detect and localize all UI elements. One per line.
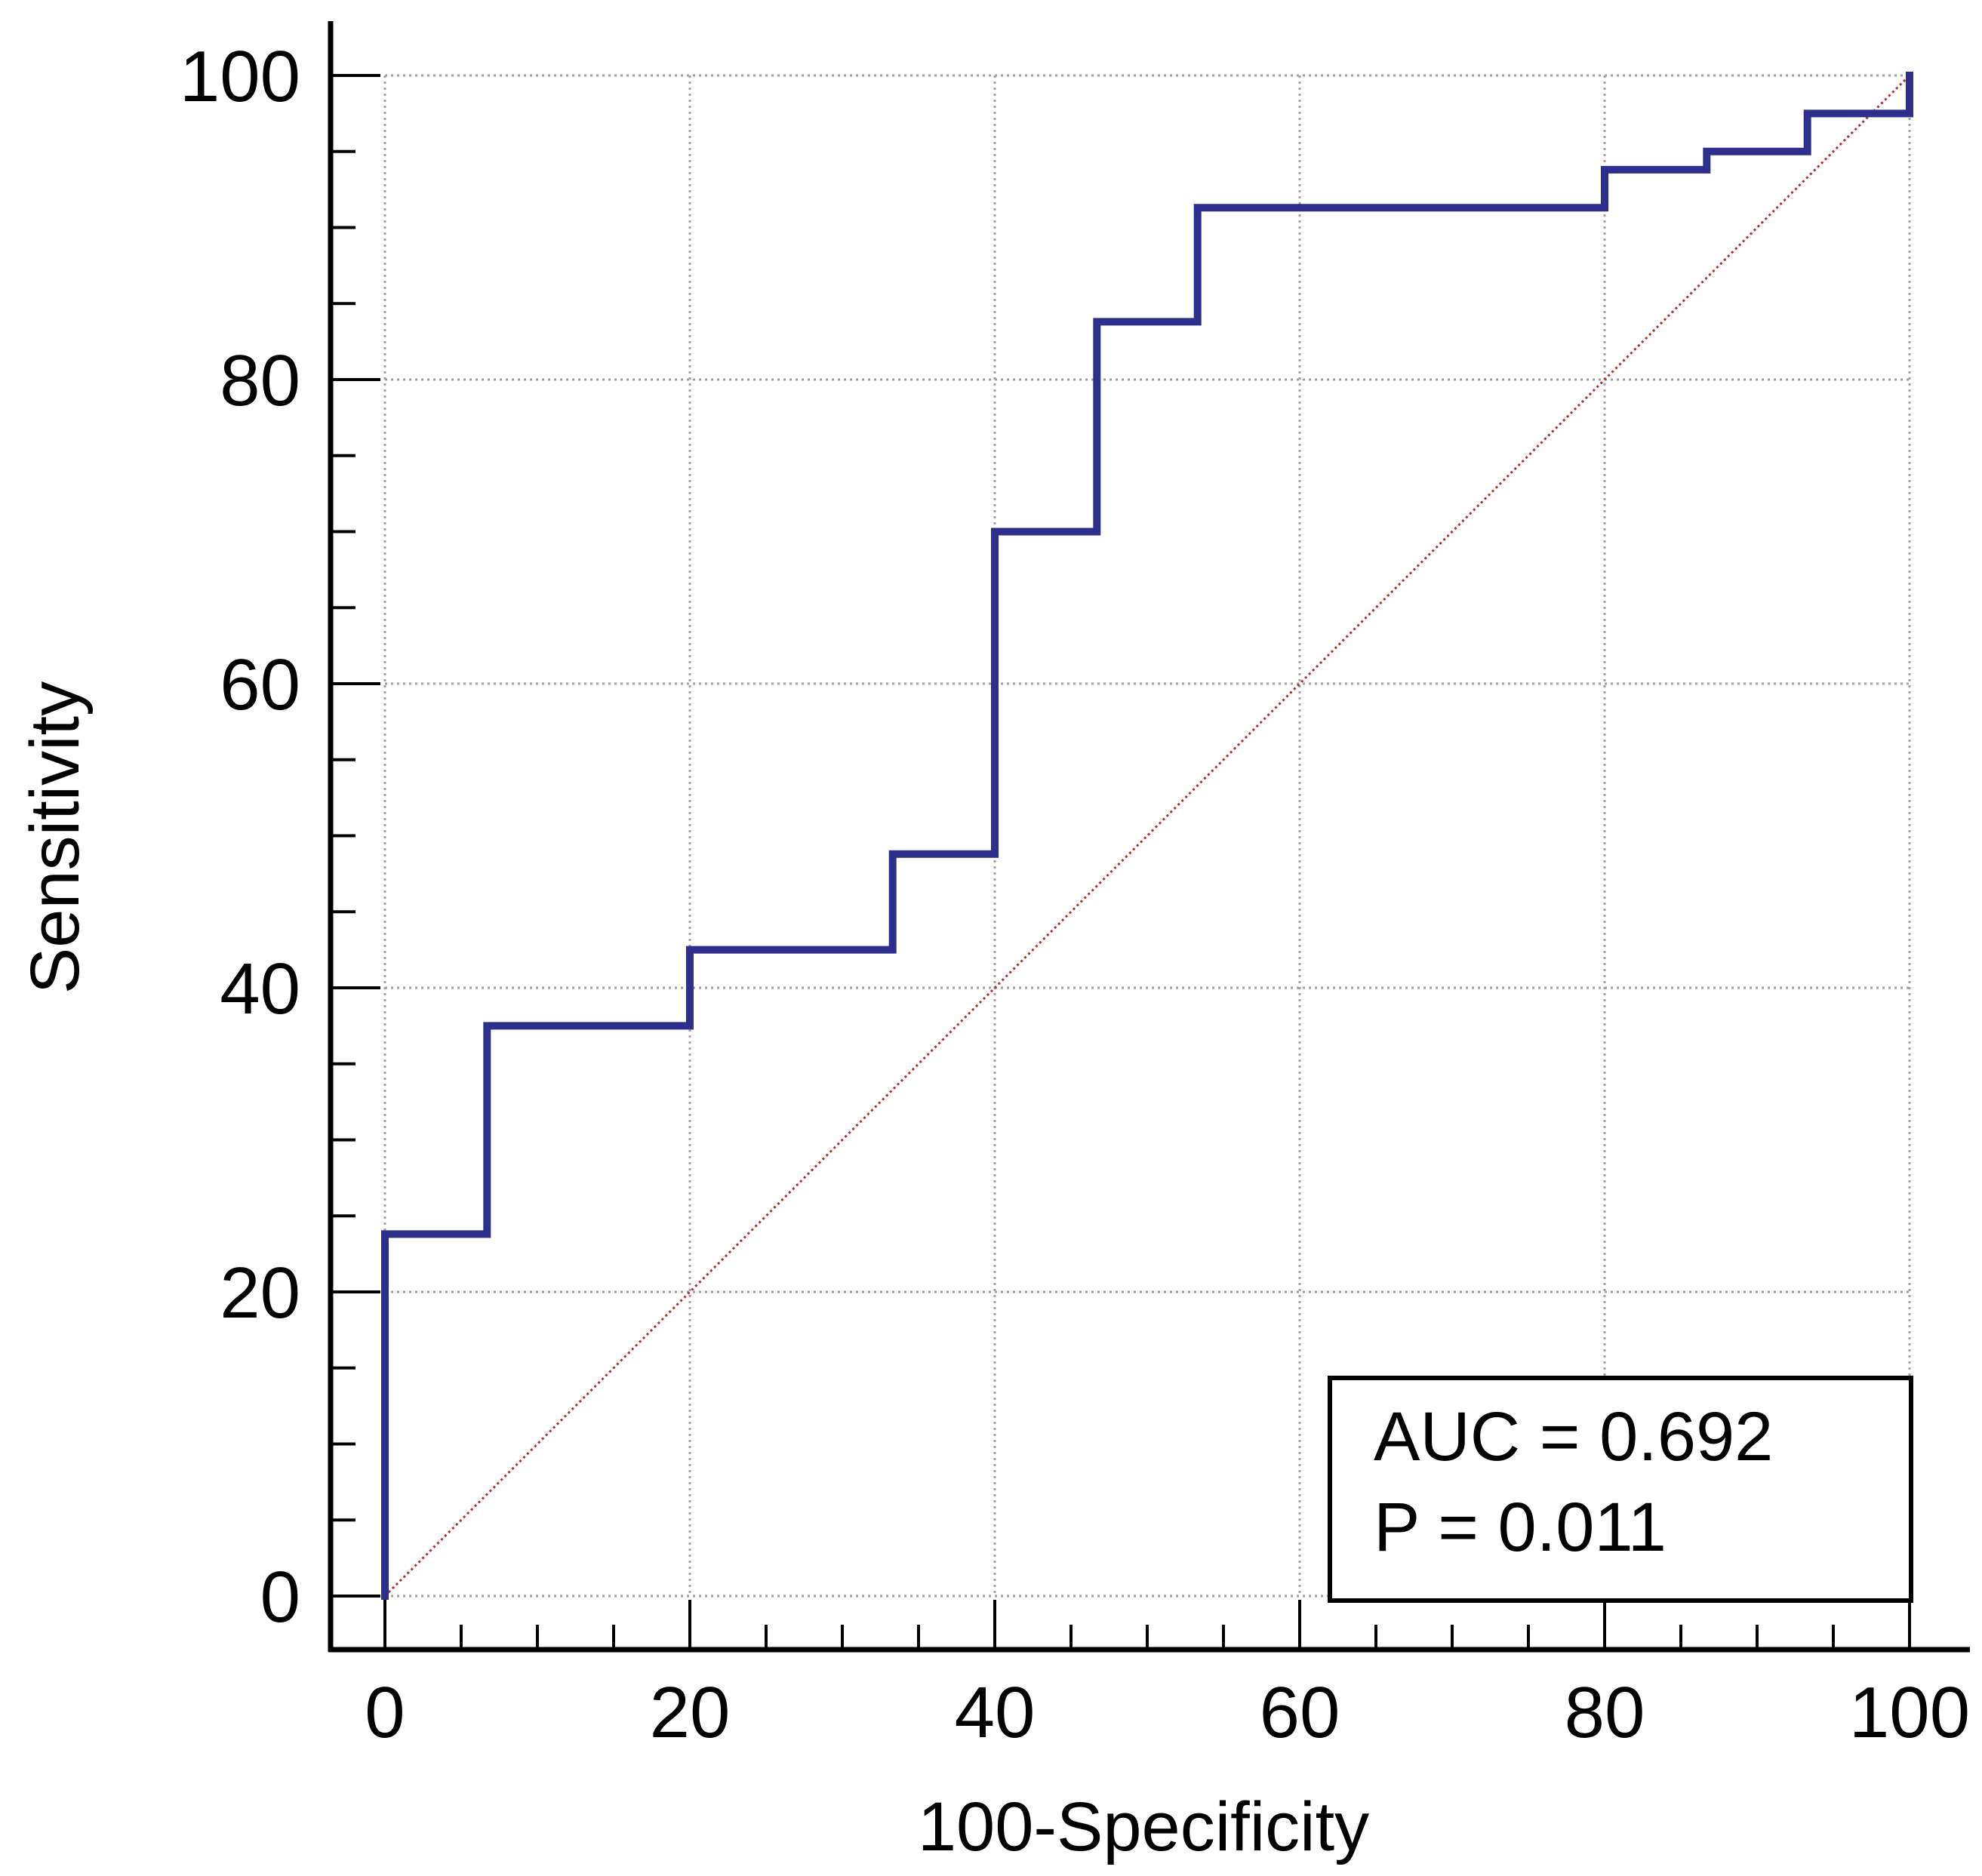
reference-line-layer	[383, 74, 1911, 1598]
y-tick-label: 40	[220, 949, 300, 1029]
x-tick-label: 20	[650, 1672, 731, 1753]
y-tick-label: 20	[220, 1253, 300, 1333]
y-tick-label: 100	[180, 36, 300, 117]
roc-curve-line	[381, 72, 1913, 1600]
y-tick-label: 60	[220, 644, 300, 725]
tick-marks	[331, 74, 1911, 1650]
auc-label: AUC = 0.692	[1374, 1398, 1773, 1475]
x-tick-label: 60	[1260, 1672, 1340, 1753]
p-value-label: P = 0.011	[1374, 1489, 1667, 1566]
auc-annotation-border	[1328, 1376, 1913, 1603]
x-tick-label: 40	[955, 1672, 1036, 1753]
grid-lines	[383, 74, 1911, 1598]
reference-diagonal-line	[383, 74, 1911, 1598]
y-tick-label: 80	[220, 340, 300, 421]
tick-labels: 0 20 40 60 80 100 0 20 40 60 80 100	[180, 36, 1970, 1753]
y-axis-title: Sensitivity	[17, 681, 94, 994]
x-tick-label: 0	[365, 1672, 405, 1753]
x-tick-label: 100	[1849, 1672, 1970, 1753]
y-tick-label: 0	[260, 1557, 300, 1638]
roc-curve-layer	[381, 72, 1913, 1600]
auc-annotation-box: AUC = 0.692 P = 0.011	[1328, 1376, 1913, 1603]
x-tick-label: 80	[1565, 1672, 1645, 1753]
x-axis-title: 100-Specificity	[918, 1788, 1369, 1865]
